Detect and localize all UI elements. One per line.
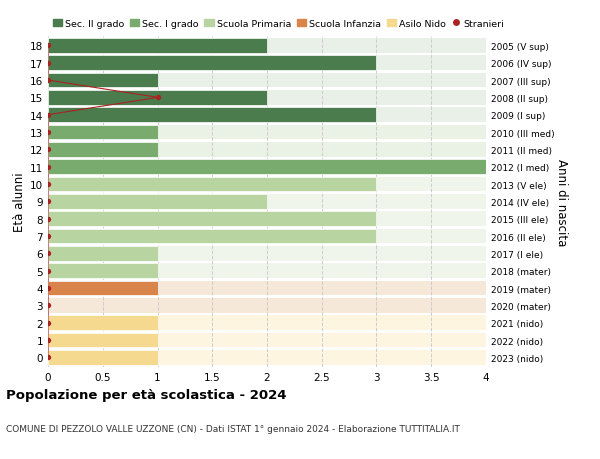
Bar bbox=[48, 39, 486, 54]
Bar bbox=[48, 246, 486, 261]
Point bbox=[43, 233, 53, 240]
Bar bbox=[48, 195, 267, 209]
Bar bbox=[48, 212, 486, 227]
Point bbox=[43, 60, 53, 67]
Point bbox=[43, 43, 53, 50]
Bar bbox=[48, 229, 486, 244]
Bar bbox=[48, 125, 486, 140]
Bar bbox=[48, 91, 486, 106]
Bar bbox=[48, 298, 486, 313]
Bar bbox=[48, 212, 377, 227]
Point bbox=[43, 77, 53, 84]
Point bbox=[43, 319, 53, 327]
Point bbox=[43, 268, 53, 275]
Point bbox=[43, 354, 53, 361]
Bar bbox=[48, 195, 486, 209]
Bar bbox=[48, 264, 157, 279]
Bar bbox=[48, 108, 377, 123]
Bar bbox=[48, 56, 377, 71]
Bar bbox=[48, 229, 377, 244]
Point bbox=[152, 95, 162, 102]
Bar bbox=[48, 350, 486, 365]
Point bbox=[43, 129, 53, 136]
Point bbox=[43, 181, 53, 188]
Bar bbox=[48, 108, 486, 123]
Point bbox=[43, 337, 53, 344]
Bar bbox=[48, 143, 157, 157]
Bar bbox=[48, 264, 486, 279]
Bar bbox=[48, 281, 486, 296]
Bar bbox=[48, 125, 157, 140]
Bar bbox=[48, 333, 157, 348]
Point bbox=[43, 302, 53, 309]
Bar bbox=[48, 73, 157, 88]
Bar bbox=[48, 143, 486, 157]
Point bbox=[43, 250, 53, 257]
Point bbox=[43, 285, 53, 292]
Bar bbox=[48, 177, 377, 192]
Point bbox=[43, 216, 53, 223]
Bar bbox=[48, 246, 157, 261]
Y-axis label: Età alunni: Età alunni bbox=[13, 172, 26, 232]
Bar bbox=[48, 316, 157, 330]
Bar bbox=[48, 73, 486, 88]
Point bbox=[43, 164, 53, 171]
Bar bbox=[48, 281, 157, 296]
Point bbox=[43, 146, 53, 154]
Bar bbox=[48, 160, 486, 175]
Text: Popolazione per età scolastica - 2024: Popolazione per età scolastica - 2024 bbox=[6, 388, 287, 401]
Bar bbox=[48, 39, 267, 54]
Bar bbox=[48, 56, 486, 71]
Text: COMUNE DI PEZZOLO VALLE UZZONE (CN) - Dati ISTAT 1° gennaio 2024 - Elaborazione : COMUNE DI PEZZOLO VALLE UZZONE (CN) - Da… bbox=[6, 425, 460, 434]
Bar bbox=[48, 350, 157, 365]
Legend: Sec. II grado, Sec. I grado, Scuola Primaria, Scuola Infanzia, Asilo Nido, Stran: Sec. II grado, Sec. I grado, Scuola Prim… bbox=[53, 20, 505, 29]
Bar bbox=[48, 333, 486, 348]
Bar bbox=[48, 91, 267, 106]
Point bbox=[43, 112, 53, 119]
Bar bbox=[48, 177, 486, 192]
Bar bbox=[48, 160, 486, 175]
Y-axis label: Anni di nascita: Anni di nascita bbox=[556, 158, 568, 246]
Bar bbox=[48, 316, 486, 330]
Point bbox=[43, 198, 53, 206]
